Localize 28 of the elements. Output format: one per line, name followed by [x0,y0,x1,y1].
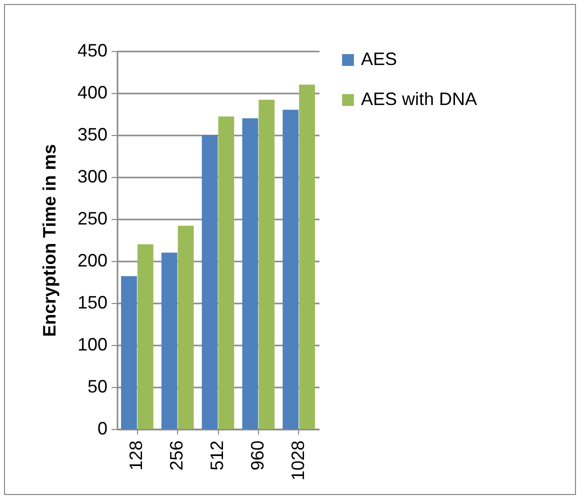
y-tick-label: 350 [77,124,108,144]
y-tick-label: 0 [97,418,108,438]
bar [258,100,275,429]
bar [121,276,137,429]
bar [202,135,218,429]
legend-label: AES [361,49,398,69]
bar [218,116,234,429]
y-tick-label: 250 [77,208,108,228]
y-tick-label: 100 [77,334,108,354]
bar [161,252,178,429]
y-tick-label: 50 [87,376,108,396]
y-tick-label: 300 [77,166,108,186]
y-axis-title: Encryption Time in ms [39,144,60,337]
y-tick-label: 450 [77,40,108,60]
bar [137,244,154,429]
legend-label: AES with DNA [361,89,478,109]
y-tick-label: 150 [77,292,108,312]
y-tick-label: 400 [77,82,108,102]
x-tick-label: 256 [166,440,187,471]
y-tick-label: 200 [77,250,108,270]
x-tick-label: 512 [207,440,227,471]
x-tick-label: 960 [247,440,268,471]
bar [282,110,299,429]
x-tick-label: 1028 [288,440,308,481]
bar [299,84,315,429]
bar [178,226,194,429]
x-tick-label: 128 [126,440,146,471]
bar [242,118,258,429]
